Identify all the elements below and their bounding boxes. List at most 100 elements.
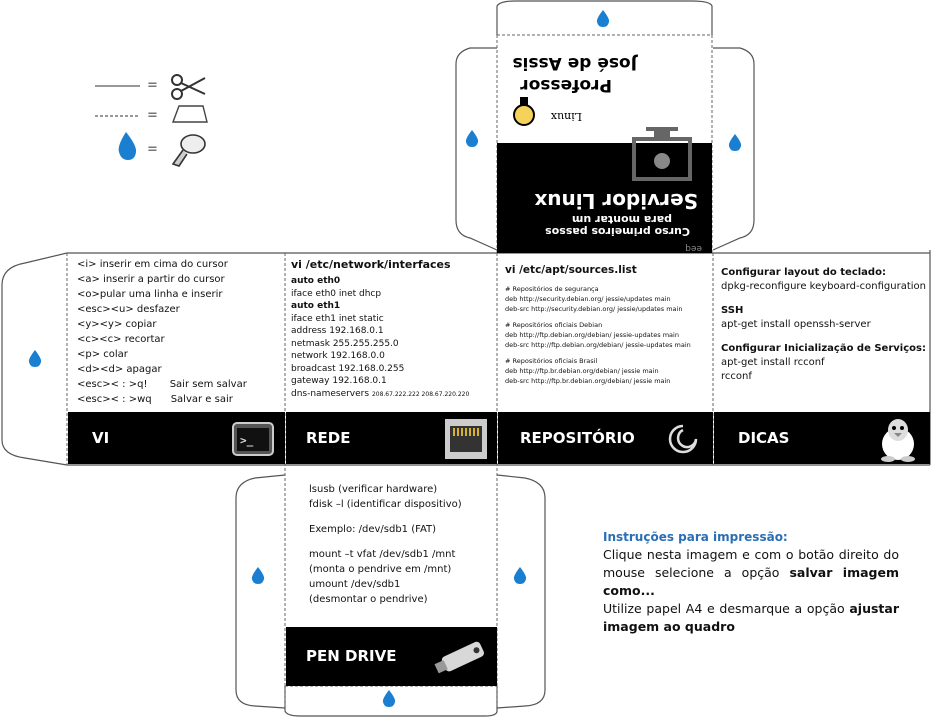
dicas-section: Configurar layout do teclado: dpkg-reconf… [721, 266, 929, 294]
pendrive-line: umount /dev/sdb1 [309, 579, 401, 590]
pendrive-line [309, 537, 494, 547]
dicas-line: apt-get install openssh-server [721, 319, 871, 330]
legend: = = = [95, 70, 215, 170]
drop-icon [251, 567, 265, 584]
cover-title-line1: Professor [520, 75, 612, 95]
rede-heading: vi /etc/network/interfaces [291, 258, 451, 271]
instr-p1-text: Clique nesta imagem e com o botão direit… [603, 547, 899, 580]
rede-line: iface eth1 inet static [291, 313, 384, 324]
repo-group: # Repositórios oficiais Brasil deb http:/… [505, 356, 711, 386]
pendrive-line: lsusb (verificar hardware) [309, 484, 438, 495]
rede-dns-label: dns-nameservers [291, 388, 370, 399]
drop-icon [28, 350, 42, 367]
repo-line: deb-src http://ftp.br.debian.org/debian/… [505, 377, 671, 385]
svg-text:>_: >_ [240, 434, 254, 447]
dicas-bar: DICAS [714, 412, 930, 464]
drop-icon [728, 134, 742, 151]
pendrive-line: Exemplo: /dev/sdb1 (FAT) [309, 524, 437, 535]
instr-p2-bold: ajustar imagem ao quadro [603, 601, 899, 634]
repo-line: deb http://ftp.br.debian.org/debian/ jes… [505, 367, 659, 375]
legend-eq-2: = [147, 108, 158, 123]
rede-dns: dns-nameservers 208.67.222.222 208.67.22… [291, 388, 496, 402]
dicas-section-title: Configurar layout do teclado: [721, 267, 886, 278]
fold-icon [171, 105, 208, 123]
repo-line: deb-src http://ftp.debian.org/debian/ je… [505, 341, 691, 349]
rede-line: gateway 192.168.0.1 [291, 376, 387, 386]
vi-panel: <i> inserir em cima do cursor <a> inseri… [77, 257, 283, 407]
dicas-section: Configurar Inicialização de Serviços: apt… [721, 342, 929, 384]
repo-group-title: # Repositórios oficiais Brasil [505, 357, 598, 365]
debian-swirl-icon [668, 424, 698, 454]
cover-brand: Linux [550, 110, 582, 123]
legend-graphics [95, 74, 208, 167]
cover-heading-3: Curso primeiros passos [545, 225, 690, 238]
pendrive-panel: lsusb (verificar hardware) fdisk –l (ide… [309, 482, 494, 607]
drop-icon [465, 130, 479, 147]
vi-line: <i> inserir em cima do cursor [77, 259, 228, 270]
repo-group: # Repositórios de segurança deb http://se… [505, 284, 711, 314]
instr-paragraph-2: Utilize papel A4 e desmarque a opção aju… [603, 600, 899, 636]
rede-line: auto eth0 [291, 276, 341, 286]
dicas-section-title: Configurar Inicialização de Serviços: [721, 343, 926, 354]
glue-bottle-icon [171, 134, 206, 167]
legend-eq-1: = [147, 78, 158, 93]
dicas-line: apt-get install rcconf [721, 357, 825, 368]
dicas-section-title: SSH [721, 305, 744, 316]
repo-line: deb http://security.debian.org/ jessie/u… [505, 295, 671, 303]
rede-dns-value: 208.67.222.222 208.67.220.220 [371, 390, 470, 398]
instr-p2-text: Utilize papel A4 e desmarque a opção [603, 601, 850, 616]
repo-group: # Repositórios oficiais Debian deb http:/… [505, 320, 711, 350]
vi-line: <d><d> apagar [77, 364, 162, 375]
instr-paragraph-1: Clique nesta imagem e com o botão direit… [603, 546, 899, 600]
vi-bar: VI >_ [68, 412, 285, 464]
vi-line: <esc>< : >wq Salvar e sair [77, 394, 233, 405]
vi-line: <a> inserir a partir do cursor [77, 274, 225, 285]
dicas-bar-label: DICAS [738, 429, 790, 447]
usb-drive-icon [434, 641, 485, 674]
vi-line: <esc><u> desfazer [77, 304, 180, 315]
pendrive-line: mount –t vfat /dev/sdb1 /mnt [309, 549, 456, 560]
repo-line: deb http://ftp.debian.org/debian/ jessie… [505, 331, 679, 339]
repo-group-title: # Repositórios oficiais Debian [505, 321, 603, 329]
pendrive-line: fdisk –l (identificar dispositivo) [309, 499, 462, 510]
instr-p1-bold: salvar imagem como... [603, 565, 899, 598]
rede-line: network 192.168.0.0 [291, 351, 385, 361]
rede-line: broadcast 192.168.0.255 [291, 363, 405, 374]
bulb-icon [513, 97, 535, 126]
terminal-icon: >_ [232, 422, 274, 456]
drop-icon [513, 567, 527, 584]
repo-heading: vi /etc/apt/sources.list [505, 264, 637, 276]
rede-line: address 192.168.0.1 [291, 326, 384, 336]
cover-panel: eeq Curso primeiros passos para montar u… [497, 35, 712, 253]
scissors-icon [171, 74, 206, 100]
cover-heading-2: para montar um [571, 213, 672, 226]
drop-icon [596, 10, 610, 27]
vi-line: <y><y> copiar [77, 319, 157, 330]
vi-line: <o>pular uma linha e inserir [77, 289, 223, 300]
dicas-line: rcconf [721, 371, 752, 382]
pendrive-line: (monta o pendrive em /mnt) [309, 564, 452, 575]
pendrive-bar: PEN DRIVE [286, 627, 497, 686]
dicas-line: dpkg-reconfigure keyboard-configuration [721, 281, 926, 292]
tux-penguin-icon [881, 419, 915, 462]
rede-bar-label: REDE [306, 429, 351, 447]
rede-line: iface eth0 inet dhcp [291, 288, 382, 299]
cover-title-line2: José de Assis [512, 53, 637, 73]
ethernet-port-icon [445, 419, 487, 459]
drop-icon [382, 690, 396, 707]
dicas-section: SSH apt-get install openssh-server [721, 304, 929, 332]
drop-icon [118, 132, 137, 160]
vi-line: <c><c> recortar [77, 334, 165, 345]
vi-line: <esc>< : >q! Sair sem salvar [77, 379, 247, 390]
rede-bar: REDE [286, 412, 497, 464]
repo-group-title: # Repositórios de segurança [505, 285, 599, 293]
rede-line: netmask 255.255.255.0 [291, 338, 399, 349]
cover-heading-1: Servidor Linux [534, 189, 698, 213]
dicas-panel: Configurar layout do teclado: dpkg-reconf… [721, 266, 929, 394]
print-instructions: Instruções para impressão: Clique nesta … [603, 528, 899, 636]
monitor-icon [632, 127, 692, 181]
repo-line: deb-src http://security.debian.org/ jess… [505, 305, 683, 313]
pendrive-line: (desmontar o pendrive) [309, 594, 428, 605]
pendrive-line [309, 512, 494, 522]
cover-footer-tag: eeq [685, 243, 702, 253]
